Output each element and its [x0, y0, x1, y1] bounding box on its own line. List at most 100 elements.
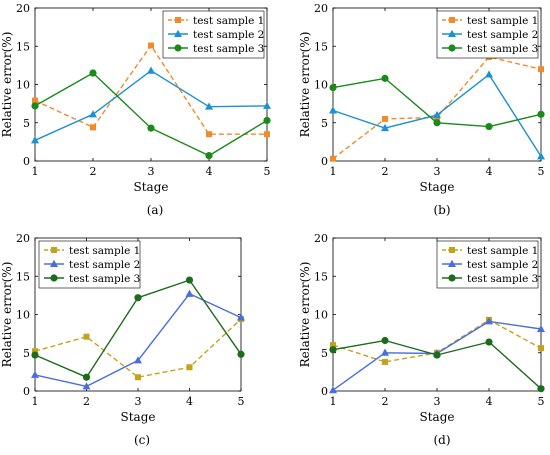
legend: test sample 1 test sample 2 test sample 3 [436, 240, 539, 289]
y-axis-label: Relative error(%) [0, 32, 14, 138]
data-point [538, 345, 544, 352]
y-tick-label: 10 [314, 309, 328, 322]
y-tick-label: 15 [314, 270, 328, 283]
x-tick-label: 2 [382, 395, 389, 408]
legend-entry: test sample 3 [442, 43, 538, 55]
panel-caption: (b) [433, 203, 450, 217]
x-axis-label: Stage [420, 410, 455, 424]
data-point [263, 101, 271, 109]
legend-marker [50, 259, 58, 267]
legend: test sample 1 test sample 2 test sample 3 [38, 240, 141, 289]
data-point [485, 122, 493, 131]
data-point [382, 115, 388, 122]
data-point [83, 333, 90, 340]
data-point [31, 351, 39, 359]
y-tick-label: 15 [16, 40, 30, 53]
series-line [34, 318, 242, 378]
data-point [329, 83, 337, 92]
data-point [330, 342, 336, 349]
data-point [537, 152, 545, 160]
y-tick-label: 20 [314, 232, 328, 245]
data-point [537, 385, 545, 393]
data-point [82, 373, 91, 381]
data-point [433, 119, 441, 127]
data-point [205, 102, 213, 110]
data-point [263, 116, 271, 125]
legend-entry: test sample 1 [442, 15, 538, 27]
data-point [31, 370, 39, 378]
data-point [329, 386, 337, 394]
data-point [329, 106, 337, 114]
x-tick-label: 3 [434, 395, 441, 408]
series-3 [329, 74, 545, 131]
x-tick-label: 4 [206, 165, 213, 178]
series-1 [32, 316, 244, 381]
y-tick-label: 5 [23, 347, 30, 360]
data-point [537, 110, 545, 118]
data-point [185, 289, 194, 297]
legend-entry: test sample 3 [442, 273, 538, 285]
x-tick-label: 1 [330, 165, 337, 178]
data-point [381, 336, 389, 345]
x-tick-label: 2 [90, 165, 97, 178]
chart-panel-3: 1 2 3 4 5 0 5 10 15 20 Stage Relative error(%) test … [0, 232, 245, 447]
legend-entry: test sample 3 [44, 273, 140, 285]
y-axis-label: Relative error(%) [298, 32, 312, 138]
legend-marker [174, 29, 182, 37]
y-tick-label: 10 [16, 79, 30, 92]
x-tick-label: 2 [83, 395, 90, 408]
chart-panel-1: 1 2 3 4 5 0 5 10 15 20 Stage Relative error(%) test … [0, 2, 271, 217]
data-point [89, 110, 97, 118]
x-tick-label: 5 [538, 165, 545, 178]
legend-label: test sample 3 [69, 273, 140, 285]
legend-marker [174, 44, 182, 52]
series-line [332, 56, 542, 160]
data-point [381, 348, 389, 356]
data-point [264, 131, 270, 138]
legend-label: test sample 3 [467, 43, 538, 55]
x-tick-label: 2 [382, 165, 389, 178]
x-tick-label: 3 [148, 165, 155, 178]
x-axis-label: Stage [420, 180, 455, 194]
legend-marker [449, 247, 455, 253]
legend-label: test sample 2 [193, 29, 264, 41]
x-tick-label: 1 [330, 395, 337, 408]
x-tick-label: 3 [135, 395, 142, 408]
y-tick-label: 5 [23, 117, 30, 130]
data-point [382, 358, 388, 365]
data-point [32, 348, 38, 355]
panel-caption: (a) [147, 203, 164, 217]
data-point [237, 313, 245, 321]
data-point [185, 276, 194, 284]
data-point [485, 338, 493, 346]
legend-label: test sample 1 [467, 245, 538, 257]
legend-entry: test sample 1 [44, 245, 140, 257]
panel-caption: (d) [433, 433, 450, 447]
legend-marker [448, 274, 456, 282]
legend-entry: test sample 2 [168, 29, 264, 41]
data-point [135, 374, 141, 381]
legend-marker [51, 247, 57, 253]
data-point [485, 317, 493, 325]
legend-marker [448, 259, 456, 267]
data-point [205, 152, 213, 160]
y-tick-label: 20 [16, 232, 30, 245]
legend: test sample 1 test sample 2 test sample 3 [436, 10, 539, 59]
data-point [237, 350, 245, 358]
legend-label: test sample 1 [193, 15, 264, 27]
x-axis-label: Stage [121, 410, 156, 424]
x-tick-label: 5 [238, 395, 245, 408]
legend-label: test sample 2 [69, 259, 140, 271]
legend-marker [50, 274, 58, 282]
data-point [31, 136, 39, 144]
y-tick-label: 5 [321, 117, 328, 130]
series-line [34, 72, 268, 157]
y-axis-label: Relative error(%) [0, 262, 14, 368]
x-tick-label: 5 [538, 395, 545, 408]
series-3 [31, 69, 271, 160]
x-tick-label: 4 [486, 395, 493, 408]
data-point [206, 131, 212, 138]
data-point [89, 69, 97, 77]
y-tick-label: 10 [314, 79, 328, 92]
data-point [329, 346, 337, 354]
